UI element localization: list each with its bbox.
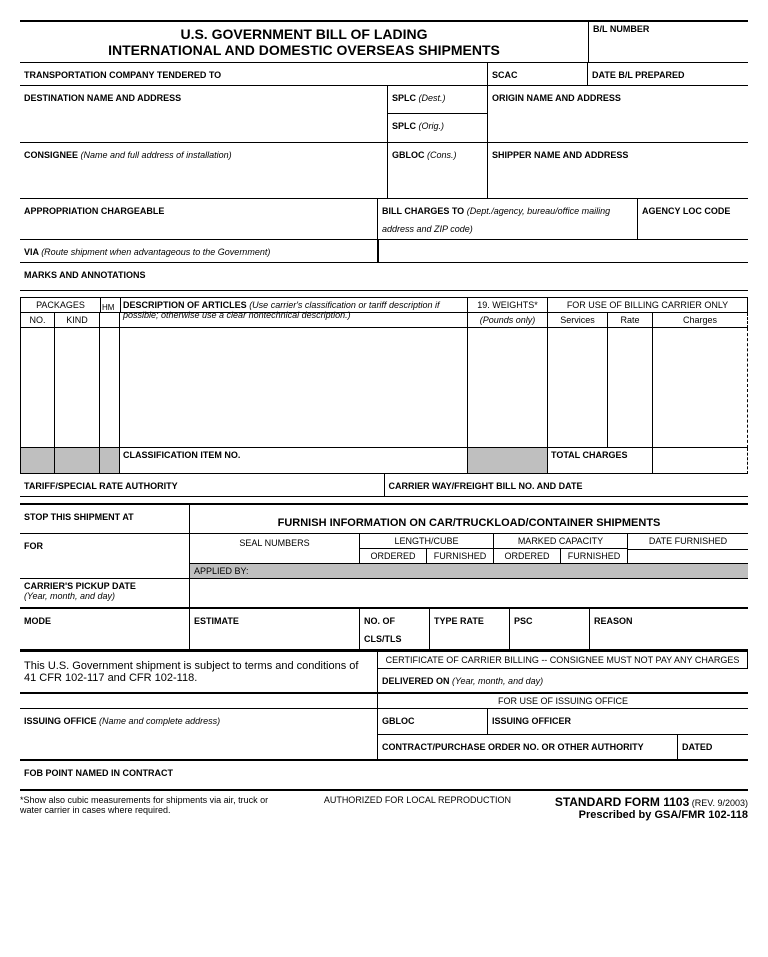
issuing-use-label: FOR USE OF ISSUING OFFICE [378, 694, 748, 708]
dest-name-label: DESTINATION NAME AND ADDRESS [24, 93, 181, 103]
tariff-label: TARIFF/SPECIAL RATE AUTHORITY [24, 481, 178, 491]
trans-company-label: TRANSPORTATION COMPANY TENDERED TO [24, 70, 221, 80]
delivered-italic: (Year, month, and day) [452, 676, 543, 686]
rate-header: Rate [608, 313, 653, 328]
mode-label: MODE [24, 616, 51, 626]
origin-name-label: ORIGIN NAME AND ADDRESS [492, 93, 621, 103]
marks-label: MARKS AND ANNOTATIONS [24, 270, 146, 280]
title-row: U.S. GOVERNMENT BILL OF LADING INTERNATI… [20, 22, 748, 63]
weights-header: 19. WEIGHTS* [468, 300, 547, 310]
length-label: LENGTH/CUBE [360, 534, 494, 549]
appropriation-label: APPROPRIATION CHARGEABLE [24, 206, 164, 216]
pounds-label: (Pounds only) [480, 315, 536, 325]
furnished-1: FURNISHED [427, 549, 494, 563]
prescribed-label: Prescribed by GSA/FMR 102-118 [555, 809, 748, 821]
scac-label: SCAC [492, 70, 518, 80]
ordered-1: ORDERED [360, 549, 427, 563]
consignee-label: CONSIGNEE [24, 150, 78, 160]
form-rev: (REV. 9/2003) [692, 798, 748, 808]
reason-label: REASON [594, 616, 633, 626]
issuing-office-italic: (Name and complete address) [99, 716, 220, 726]
shipper-label: SHIPPER NAME AND ADDRESS [492, 150, 628, 160]
splc-orig-italic: (Orig.) [419, 121, 445, 131]
ordered-2: ORDERED [494, 549, 561, 563]
pickup-italic: (Year, month, and day) [24, 591, 185, 601]
dated-label: DATED [682, 742, 712, 752]
charges-header: Charges [653, 313, 748, 328]
furnished-2: FURNISHED [561, 549, 628, 563]
type-rate-label: TYPE RATE [434, 616, 484, 626]
authorized-label: AUTHORIZED FOR LOCAL REPRODUCTION [324, 795, 511, 805]
pickup-label: CARRIER'S PICKUP DATE [24, 581, 185, 591]
bill-of-lading-form: U.S. GOVERNMENT BILL OF LADING INTERNATI… [20, 20, 748, 821]
furnish-label: FURNISH INFORMATION ON CAR/TRUCKLOAD/CON… [278, 517, 661, 529]
title-line-2: INTERNATIONAL AND DOMESTIC OVERSEAS SHIP… [28, 42, 580, 58]
contract-label: CONTRACT/PURCHASE ORDER NO. OR OTHER AUT… [382, 742, 644, 752]
splc-dest-label: SPLC [392, 93, 416, 103]
bill-charges-label: BILL CHARGES TO [382, 206, 464, 216]
no-cls-label: NO. OF CLS/TLS [364, 616, 402, 644]
total-charges-label: TOTAL CHARGES [551, 450, 628, 460]
form-footer: *Show also cubic measurements for shipme… [20, 795, 748, 821]
via-italic: (Route shipment when advantageous to the… [41, 247, 270, 257]
no-header: NO. [20, 313, 55, 328]
psc-label: PSC [514, 616, 533, 626]
delivered-label: DELIVERED ON [382, 676, 450, 686]
issuing-office-label: ISSUING OFFICE [24, 716, 97, 726]
footer-note: *Show also cubic measurements for shipme… [20, 795, 280, 821]
marked-label: MARKED CAPACITY [494, 534, 628, 549]
agency-loc-label: AGENCY LOC CODE [642, 206, 730, 216]
hm-header: HM [102, 303, 114, 312]
bl-number-label: B/L NUMBER [588, 22, 748, 62]
for-label: FOR [24, 541, 43, 551]
splc-dest-italic: (Dest.) [419, 93, 446, 103]
form-number: STANDARD FORM 1103 [555, 795, 689, 809]
billing-carrier-header: FOR USE OF BILLING CARRIER ONLY [548, 298, 748, 313]
terms-text: This U.S. Government shipment is subject… [20, 652, 378, 692]
via-label: VIA [24, 247, 39, 257]
date-prepared-label: DATE B/L PREPARED [592, 70, 685, 80]
fob-label: FOB POINT NAMED IN CONTRACT [24, 768, 173, 778]
applied-label: APPLIED BY: [190, 563, 748, 578]
issuing-officer-label: ISSUING OFFICER [492, 716, 571, 726]
title-line-1: U.S. GOVERNMENT BILL OF LADING [28, 26, 580, 42]
class-item-label: CLASSIFICATION ITEM NO. [123, 450, 240, 460]
packages-header: PACKAGES [21, 298, 101, 313]
consignee-italic: (Name and full address of installation) [81, 150, 232, 160]
date-furnished-label: DATE FURNISHED [628, 534, 748, 549]
splc-orig-label: SPLC [392, 121, 416, 131]
estimate-label: ESTIMATE [194, 616, 239, 626]
stop-label: STOP THIS SHIPMENT AT [24, 512, 134, 522]
gbloc-cons-label: GBLOC [392, 150, 425, 160]
services-header: Services [548, 313, 608, 328]
seal-label: SEAL NUMBERS [190, 534, 360, 563]
gbloc-cons-italic: (Cons.) [427, 150, 457, 160]
desc-header: DESCRIPTION OF ARTICLES [123, 300, 247, 310]
kind-header: KIND [55, 313, 100, 328]
cert-label: CERTIFICATE OF CARRIER BILLING -- CONSIG… [378, 652, 748, 669]
carrier-way-label: CARRIER WAY/FREIGHT BILL NO. AND DATE [389, 481, 583, 491]
gbloc-label: GBLOC [382, 716, 415, 726]
